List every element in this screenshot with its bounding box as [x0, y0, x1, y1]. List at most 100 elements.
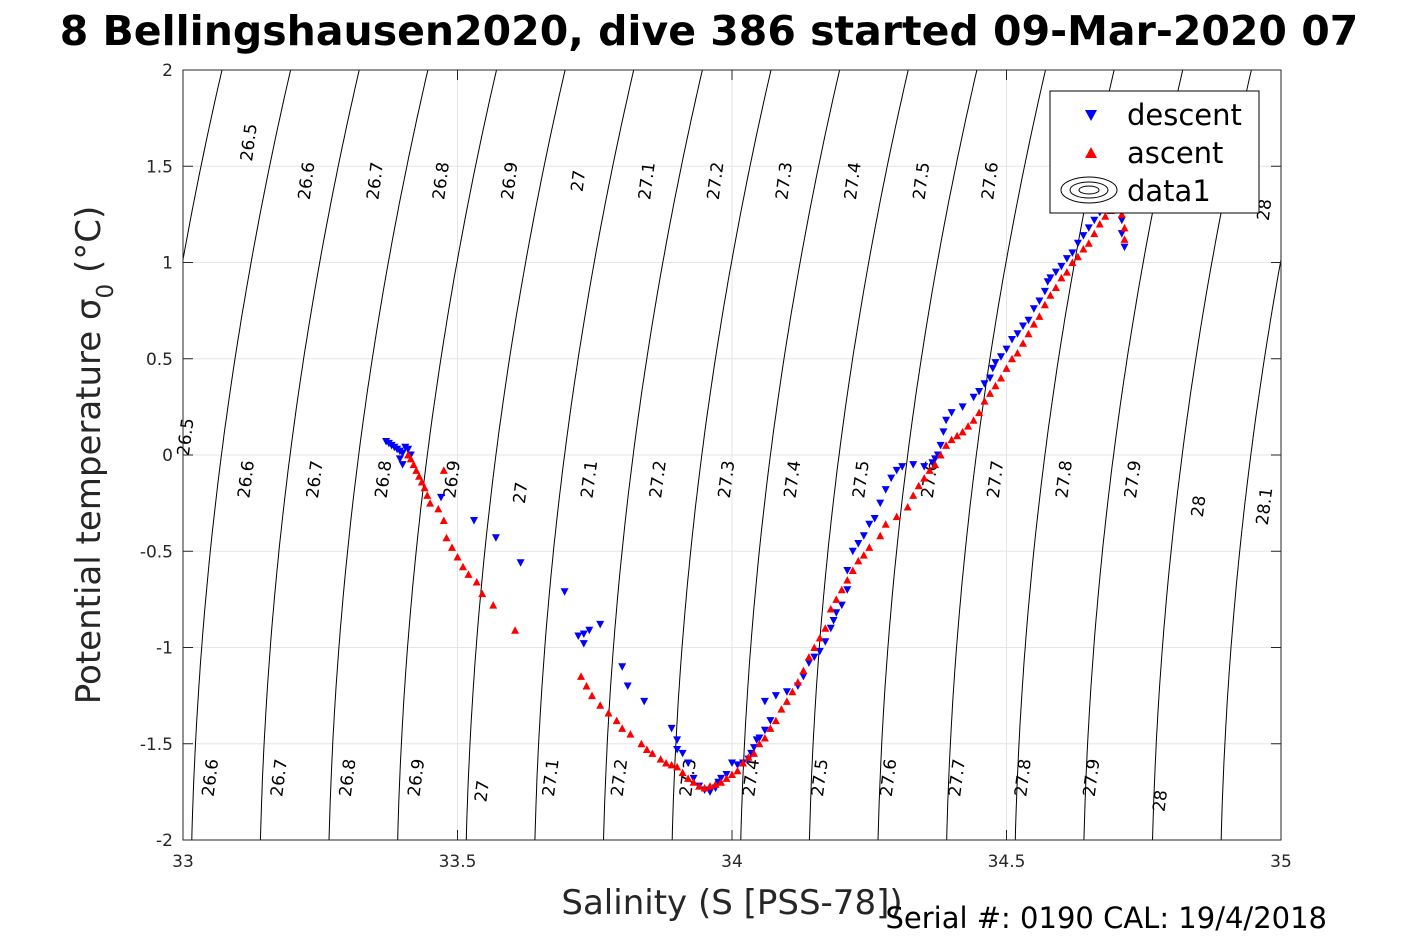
descent-point [854, 540, 863, 548]
contour-label: 27.7 [984, 459, 1009, 499]
contour-label: 27.5 [910, 161, 935, 201]
contour-label: 26.9 [498, 161, 523, 201]
contour-label: 27.2 [704, 161, 729, 201]
ascent-point [459, 562, 467, 571]
contour-label: 26.6 [295, 161, 320, 201]
descent-point [821, 638, 830, 646]
ascent-point [415, 472, 424, 480]
descent-point [678, 749, 687, 758]
ascent-point [799, 666, 808, 675]
ascent-point [700, 784, 709, 792]
x-tick-label: 33.5 [439, 852, 477, 872]
descent-point [673, 746, 682, 754]
descent-point [1035, 297, 1044, 305]
ascent-point [1019, 339, 1027, 347]
legend-box [1049, 90, 1260, 214]
descent-point [947, 409, 956, 417]
isopycnal-line [877, 70, 978, 840]
isopycnal-line [602, 70, 703, 840]
contour-label: 26.7 [267, 758, 292, 798]
ascent-point [788, 687, 797, 696]
isopycnal-line [808, 70, 909, 840]
ascent-point [478, 589, 487, 598]
descent-point [843, 586, 852, 594]
isopycnal-line [259, 70, 360, 840]
ascent-point [931, 460, 940, 469]
ascent-point [750, 749, 758, 757]
x-tick-label: 34.5 [988, 852, 1026, 872]
legend-contour-icon [1060, 176, 1118, 204]
ascent-point [577, 672, 585, 680]
ascent-point [821, 624, 830, 632]
descent-point [684, 759, 693, 767]
ascent-point [448, 543, 456, 551]
ascent-point [656, 755, 665, 763]
descent-point [997, 353, 1005, 361]
isopycnal-line [946, 70, 1047, 840]
y-tick-label: -1.5 [140, 735, 173, 755]
descent-point [1008, 336, 1016, 344]
descent-point [939, 428, 948, 436]
legend: descent ascent data1 [1049, 90, 1260, 214]
ascent-point [667, 760, 676, 769]
descent-point [667, 724, 676, 733]
ascent-point [832, 595, 841, 603]
ascent-point [684, 774, 693, 782]
descent-point [706, 788, 714, 796]
ascent-point [925, 466, 934, 474]
contour-label: 27.8 [1011, 758, 1036, 798]
descent-point [760, 697, 769, 706]
ascent-point [728, 770, 736, 778]
ascent-point [739, 759, 747, 767]
ascent-point [1024, 329, 1033, 338]
ascent-point [439, 466, 448, 474]
descent-point [920, 463, 929, 471]
ascent-point [1101, 212, 1110, 220]
descent-point [988, 364, 997, 373]
descent-point [887, 474, 896, 483]
descent-point [1073, 239, 1082, 248]
descent-point [618, 663, 627, 671]
ascent-point [695, 782, 704, 790]
descent-point [826, 624, 835, 633]
data-series [382, 195, 1129, 796]
descent-point [936, 441, 945, 450]
descent-point [1079, 232, 1088, 240]
contour-label: 26.8 [372, 459, 397, 499]
y-tick-label: 0.5 [146, 350, 173, 370]
ascent-point [760, 734, 769, 742]
ascent-point [637, 739, 646, 748]
ascent-point [942, 441, 951, 449]
ascent-point [618, 724, 627, 732]
ascent-point [936, 451, 945, 459]
contour-label: 27.9 [1080, 758, 1105, 798]
descent-point [898, 463, 907, 471]
contour-label: 27.4 [781, 459, 806, 499]
ascent-point [626, 730, 635, 738]
contour-label: 27.1 [578, 459, 603, 499]
descent-point [1068, 249, 1077, 257]
descent-point [1090, 216, 1099, 225]
ascent-point [1029, 320, 1038, 328]
ascent-point [722, 774, 731, 782]
descent-point [1062, 255, 1071, 263]
ascent-point [453, 553, 462, 561]
contour-label: 26.9 [405, 758, 430, 798]
descent-point [574, 632, 583, 640]
descent-point [755, 734, 764, 742]
descent-point [942, 416, 951, 425]
contour-label: 27.3 [772, 161, 797, 201]
ascent-point [1084, 239, 1093, 247]
ascent-point [1008, 354, 1016, 363]
descent-point [1084, 224, 1093, 232]
descent-point [1040, 287, 1049, 296]
ascent-point [793, 678, 802, 686]
descent-point [579, 630, 588, 638]
contour-label: 27 [510, 481, 533, 505]
descent-point [799, 672, 808, 681]
descent-point [870, 515, 879, 523]
ascent-point [1120, 223, 1129, 232]
density-contours [183, 70, 1281, 840]
contour-label: 28 [1188, 494, 1211, 518]
